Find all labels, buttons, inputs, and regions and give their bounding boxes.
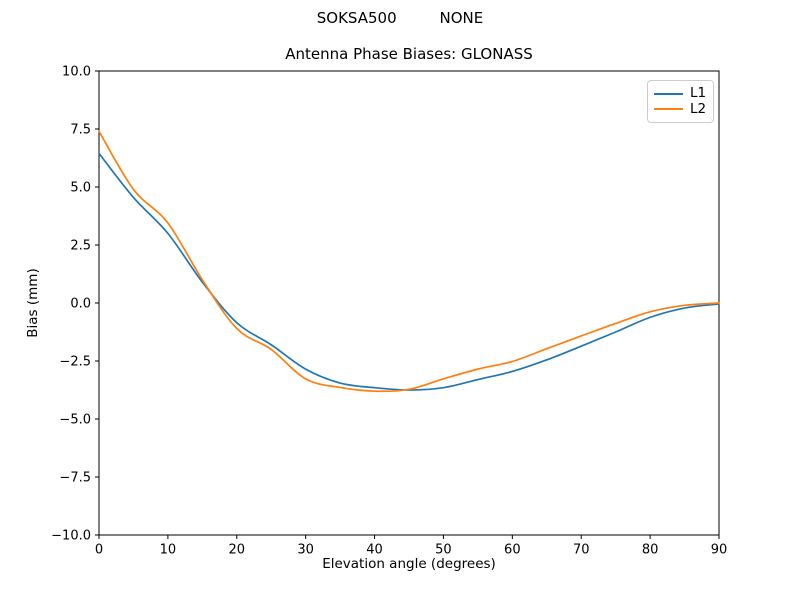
axes-frame (98, 70, 720, 536)
x-tick-label: 20 (229, 543, 246, 558)
x-tick-label: 60 (504, 543, 521, 558)
legend: L1 L2 (647, 80, 714, 123)
chart-title: Antenna Phase Biases: GLONASS (285, 45, 533, 63)
series-line-L2 (98, 130, 720, 393)
legend-item-l2: L2 (654, 102, 713, 118)
x-tick-label: 40 (366, 543, 383, 558)
y-tick-label: −5.0 (59, 413, 91, 428)
legend-item-l1: L1 (654, 86, 713, 102)
y-tick-label: 5.0 (70, 181, 91, 196)
y-tick-label: 7.5 (70, 123, 91, 138)
l1-line-swatch (654, 92, 683, 95)
y-tick-label: 0.0 (70, 297, 91, 312)
x-tick-label: 30 (297, 543, 314, 558)
y-tick-label: −7.5 (59, 471, 91, 486)
x-tick-label: 80 (642, 543, 659, 558)
suptitle: SOKSA500 NONE (316, 9, 484, 27)
y-tick-label: −2.5 (59, 355, 91, 370)
l2-line-swatch (654, 108, 683, 111)
y-tick-label: −10.0 (51, 529, 91, 544)
x-axis-label: Elevation angle (degrees) (322, 556, 496, 572)
y-tick-label: 10.0 (62, 65, 91, 80)
legend-label-l2: L2 (690, 100, 707, 117)
y-tick-label: 2.5 (70, 239, 91, 254)
x-tick-label: 90 (711, 543, 728, 558)
x-tick-label: 0 (95, 543, 103, 558)
x-tick-label: 50 (435, 543, 452, 558)
legend-label-l1: L1 (690, 85, 707, 101)
series-line-L1 (98, 152, 720, 391)
x-tick-label: 70 (573, 543, 590, 558)
x-tick-label: 10 (160, 543, 177, 558)
